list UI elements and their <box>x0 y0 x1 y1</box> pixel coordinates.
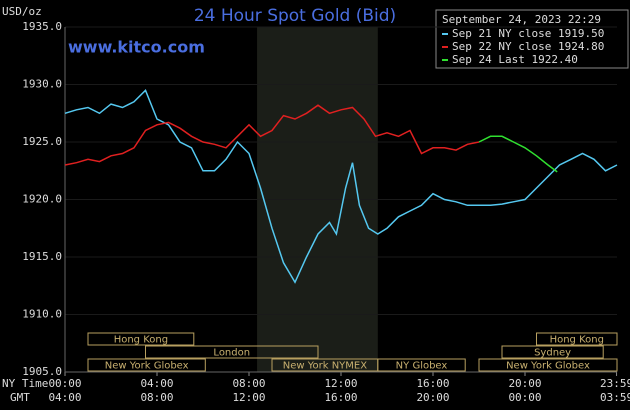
y-tick-label: 1905.0 <box>22 365 62 378</box>
session-box <box>501 345 604 359</box>
gmt-tick-label: 08:00 <box>140 391 173 404</box>
session-label: New York Globex <box>105 361 189 372</box>
session-label: New York NYMEX <box>283 361 368 372</box>
gmt-tick-label: 20:00 <box>416 391 449 404</box>
x-tick-label: 00:00 <box>48 377 81 390</box>
gmt-tick-label: 12:00 <box>232 391 265 404</box>
x-tick-label: 12:00 <box>324 377 357 390</box>
x-tick-label: 08:00 <box>232 377 265 390</box>
gmt-tick-label: 00:00 <box>508 391 541 404</box>
session-box <box>536 332 618 346</box>
session-box <box>377 358 466 372</box>
legend-label: Sep 22 NY close 1924.80 <box>452 40 604 53</box>
series-line <box>478 135 558 173</box>
legend-label: Sep 24 Last 1922.40 <box>452 53 578 66</box>
watermark: www.kitco.com <box>68 38 205 57</box>
y-tick-label: 1930.0 <box>22 78 62 91</box>
session-label: Sydney <box>534 348 571 359</box>
legend-box <box>435 9 629 69</box>
y-tick-label: 1935.0 <box>22 20 62 33</box>
y-tick-label: 1920.0 <box>22 193 62 206</box>
session-label: New York Globex <box>506 361 590 372</box>
session-box <box>478 358 618 372</box>
gmt-tick-label: 16:00 <box>324 391 357 404</box>
session-box <box>145 345 319 359</box>
session-label: London <box>213 348 250 359</box>
gmt-tick-label: 03:59 <box>600 391 630 404</box>
y-axis-label: USD/oz <box>2 5 42 18</box>
x-tick-label: 16:00 <box>416 377 449 390</box>
x-tick-label: 23:59 <box>600 377 630 390</box>
legend-label: Sep 21 NY close 1919.50 <box>452 27 604 40</box>
series-line <box>64 104 480 166</box>
date: September 24, 2023 22:29 <box>442 13 601 26</box>
row-label: GMT <box>10 391 30 404</box>
x-tick-label: 20:00 <box>508 377 541 390</box>
session-label: Hong Kong <box>550 335 604 346</box>
series-line <box>64 88 618 284</box>
row-label: NY Time <box>2 377 48 390</box>
gmt-tick-label: 04:00 <box>48 391 81 404</box>
x-tick-label: 04:00 <box>140 377 173 390</box>
session-box <box>87 332 195 346</box>
y-tick-label: 1925.0 <box>22 135 62 148</box>
y-tick-label: 1915.0 <box>22 250 62 263</box>
session-label: Hong Kong <box>114 335 168 346</box>
y-tick-label: 1910.0 <box>22 308 62 321</box>
session-box <box>87 358 206 372</box>
session-label: NY Globex <box>396 361 448 372</box>
chart-title: 24 Hour Spot Gold (Bid) <box>194 6 396 26</box>
